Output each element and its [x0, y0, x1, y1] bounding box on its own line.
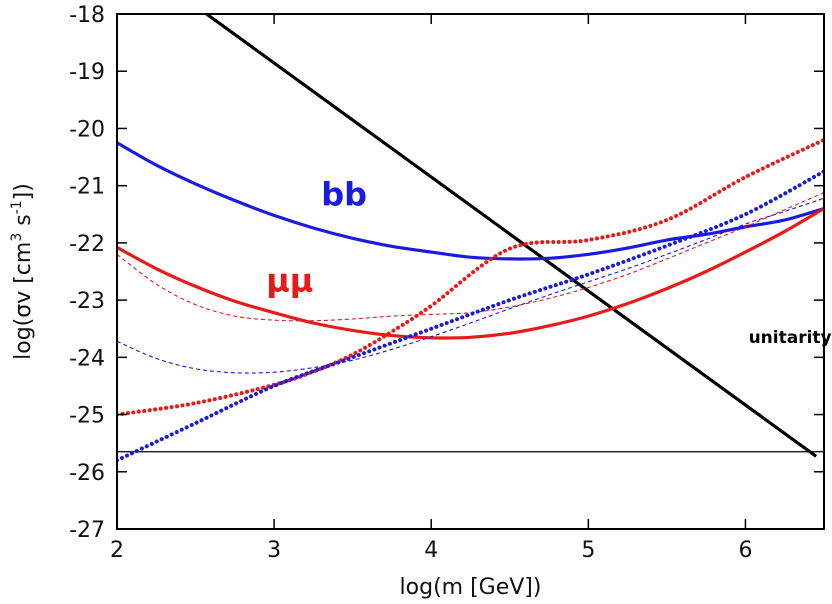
series-line-unitarity [205, 14, 818, 458]
x-tick-label: 4 [424, 538, 438, 563]
y-axis-title-suffix: ]) [11, 183, 36, 200]
plot-frame [116, 13, 825, 530]
y-tick-label: -21 [69, 175, 105, 200]
x-tick-label: 5 [581, 538, 595, 563]
y-tick-label: -20 [69, 117, 105, 142]
series-annotations: bb μμ unitarity [266, 176, 831, 348]
y-tick-label: -22 [69, 232, 105, 257]
x-tick-label: 3 [267, 538, 281, 563]
y-tick-label: -26 [69, 461, 105, 486]
y-tick-label: -24 [69, 346, 105, 371]
y-tick-label: -27 [69, 518, 105, 543]
y-tick-label: -19 [69, 60, 105, 85]
y-axis-title-mid: s [11, 214, 36, 232]
y-axis-title-prefix: log(σv [cm [11, 242, 36, 360]
series-line--dotted [117, 137, 824, 417]
series-line-bb-dotted [117, 169, 824, 463]
y-tick-label: -23 [69, 289, 105, 314]
series-line-- [117, 207, 824, 340]
series-line-bb [117, 141, 824, 261]
series-line--dashed [117, 192, 824, 322]
annotation-unitarity: unitarity [749, 328, 832, 348]
x-axis-title: log(m [GeV]) [400, 575, 542, 600]
annotation-series-label: bb [321, 176, 367, 214]
x-tick-label: 6 [738, 538, 752, 563]
y-tick-label: -25 [69, 404, 105, 429]
y-axis-title-sup2: -1 [9, 200, 25, 214]
y-axis-title-sup1: 3 [9, 233, 25, 242]
axis-ticks: 2 3 4 5 6 -18 -19 -20 -21 -22 -23 -24 -25 -26 -27 [69, 3, 824, 563]
x-tick-label: 2 [110, 538, 124, 563]
y-axis-title: log(σv [cm3 s-1]) [9, 183, 36, 360]
y-tick-label: -18 [69, 3, 105, 28]
annotation-series-label: μμ [266, 262, 313, 300]
plot-area [117, 14, 824, 463]
series-line-bb-dashed [117, 197, 824, 374]
